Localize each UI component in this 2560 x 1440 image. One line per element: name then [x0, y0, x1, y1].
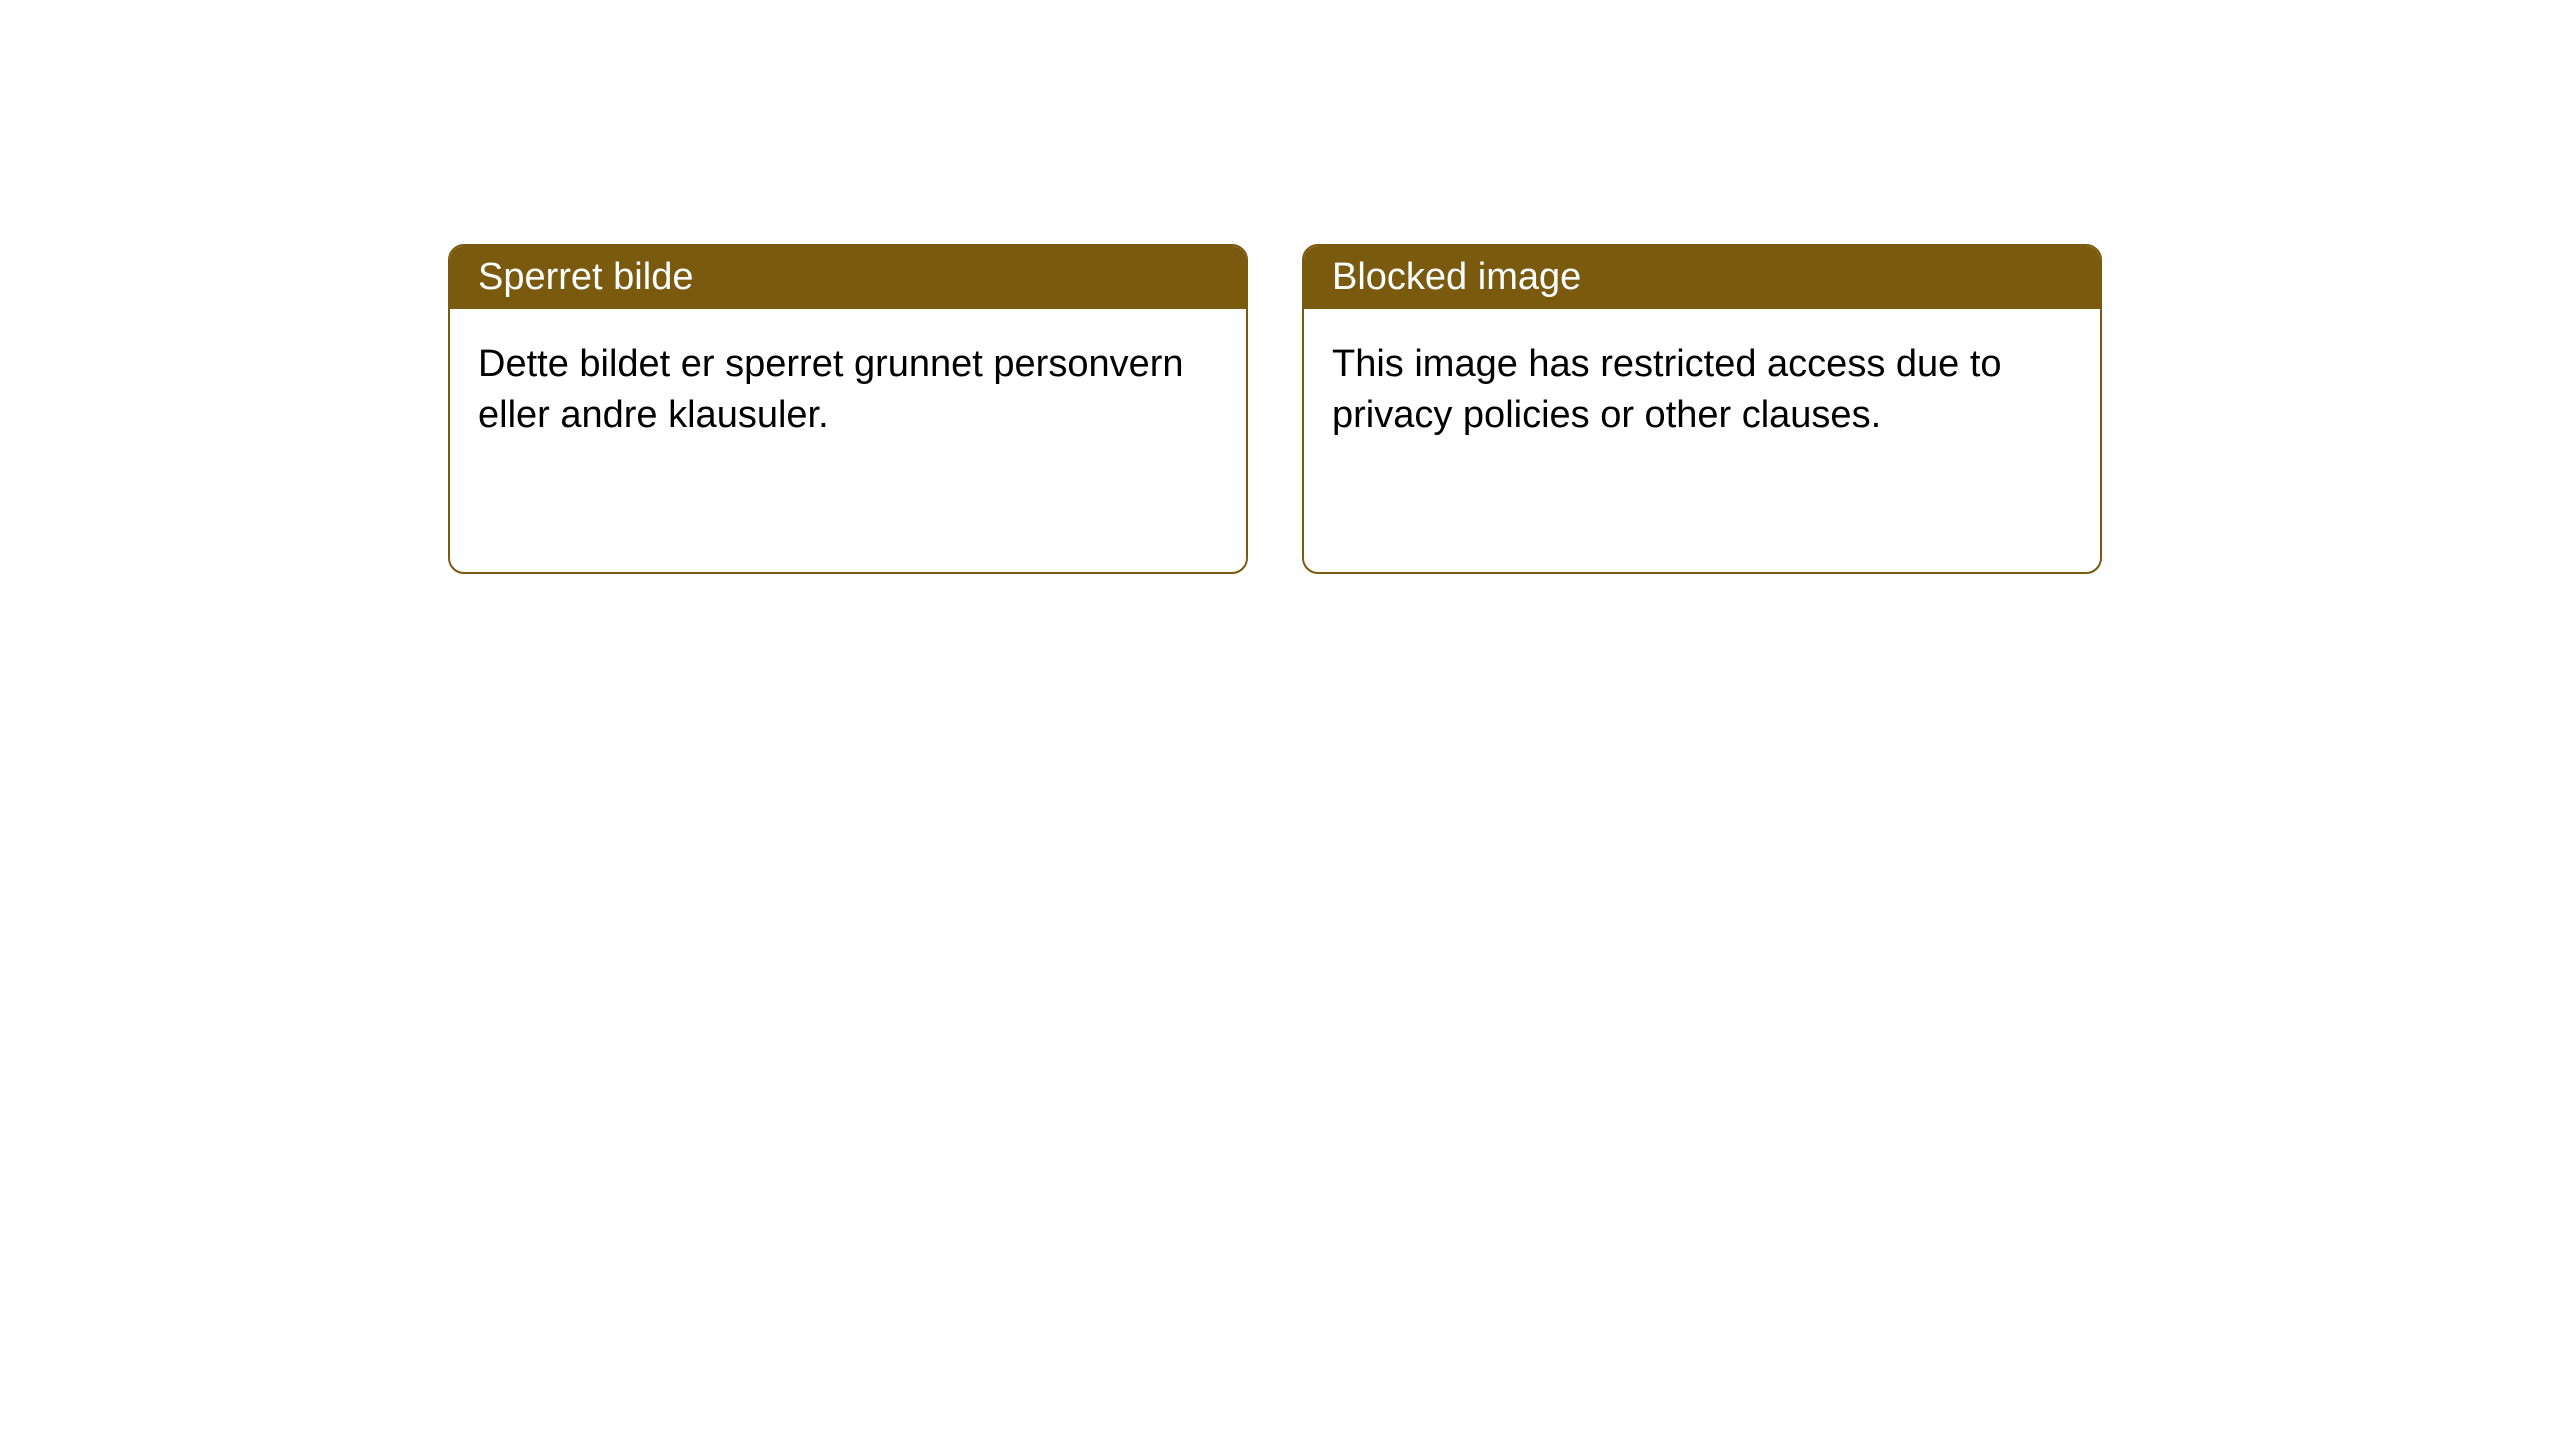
notice-header-english: Blocked image: [1304, 246, 2100, 309]
notice-body-english: This image has restricted access due to …: [1304, 309, 2100, 472]
notice-header-norwegian: Sperret bilde: [450, 246, 1246, 309]
notice-container: Sperret bilde Dette bildet er sperret gr…: [0, 0, 2560, 574]
notice-body-norwegian: Dette bildet er sperret grunnet personve…: [450, 309, 1246, 472]
notice-card-english: Blocked image This image has restricted …: [1302, 244, 2102, 574]
notice-card-norwegian: Sperret bilde Dette bildet er sperret gr…: [448, 244, 1248, 574]
